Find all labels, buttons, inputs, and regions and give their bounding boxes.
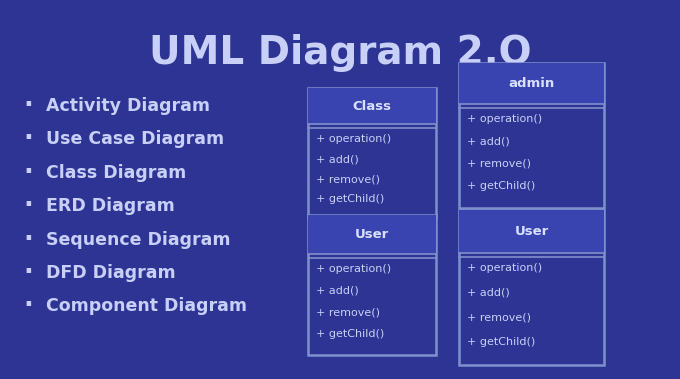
Text: DFD Diagram: DFD Diagram bbox=[46, 264, 176, 282]
Text: + operation(): + operation() bbox=[316, 135, 391, 144]
Text: + remove(): + remove() bbox=[316, 308, 380, 318]
Text: Sequence Diagram: Sequence Diagram bbox=[46, 230, 231, 249]
Text: + remove(): + remove() bbox=[467, 312, 531, 322]
Text: + remove(): + remove() bbox=[316, 174, 380, 184]
Bar bbox=[459, 63, 604, 103]
Bar bbox=[308, 215, 436, 355]
Text: Class Diagram: Class Diagram bbox=[46, 164, 186, 182]
Text: ·: · bbox=[24, 127, 33, 152]
Text: ·: · bbox=[24, 193, 33, 219]
Text: ·: · bbox=[24, 93, 33, 119]
Text: + getChild(): + getChild() bbox=[316, 329, 384, 339]
Text: + operation(): + operation() bbox=[467, 263, 542, 273]
Bar bbox=[459, 210, 604, 365]
Bar bbox=[459, 210, 604, 254]
Text: + add(): + add() bbox=[316, 154, 359, 164]
Text: ERD Diagram: ERD Diagram bbox=[46, 197, 175, 215]
Text: + add(): + add() bbox=[316, 286, 359, 296]
Text: admin: admin bbox=[509, 77, 555, 90]
Text: + add(): + add() bbox=[467, 288, 510, 298]
Text: ·: · bbox=[24, 260, 33, 286]
Text: + add(): + add() bbox=[467, 136, 510, 146]
Text: + getChild(): + getChild() bbox=[467, 337, 535, 347]
Text: + remove(): + remove() bbox=[467, 159, 531, 169]
Text: ·: · bbox=[24, 227, 33, 252]
Text: UML Diagram 2.O: UML Diagram 2.O bbox=[149, 34, 531, 72]
Text: Use Case Diagram: Use Case Diagram bbox=[46, 130, 224, 149]
Text: + operation(): + operation() bbox=[316, 264, 391, 274]
Text: Class: Class bbox=[352, 100, 392, 113]
Text: User: User bbox=[514, 225, 549, 238]
Text: + getChild(): + getChild() bbox=[316, 194, 384, 204]
Bar bbox=[308, 88, 436, 218]
Text: + getChild(): + getChild() bbox=[467, 182, 535, 191]
Text: ·: · bbox=[24, 160, 33, 186]
Text: + operation(): + operation() bbox=[467, 114, 542, 124]
Text: Component Diagram: Component Diagram bbox=[46, 297, 248, 315]
Bar bbox=[308, 215, 436, 254]
Text: ·: · bbox=[24, 293, 33, 319]
Bar bbox=[459, 63, 604, 208]
Bar bbox=[308, 88, 436, 124]
Text: Activity Diagram: Activity Diagram bbox=[46, 97, 210, 115]
Text: User: User bbox=[355, 228, 389, 241]
